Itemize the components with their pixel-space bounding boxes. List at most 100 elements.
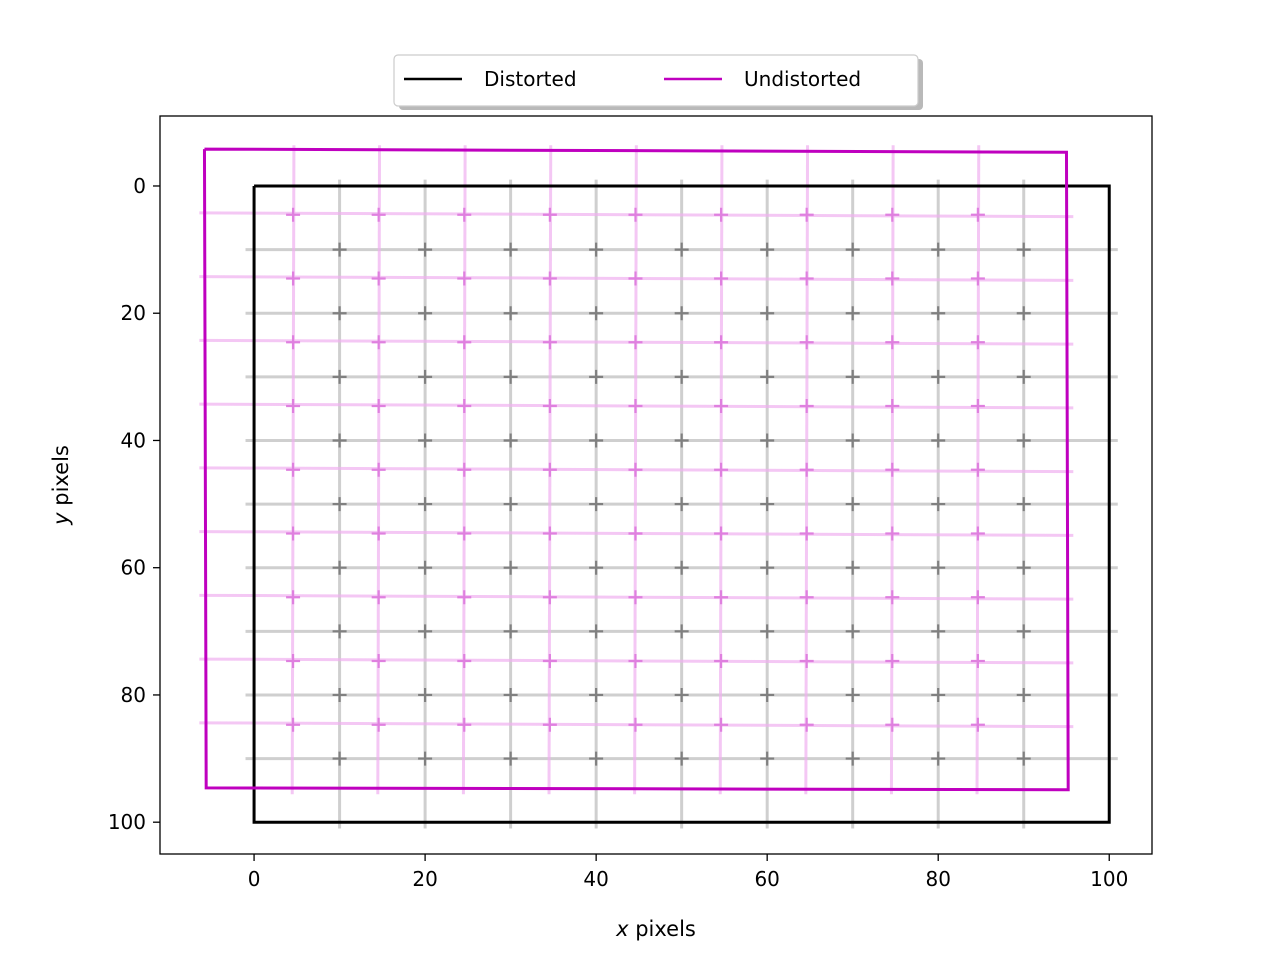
y-tick-label: 80 xyxy=(121,683,146,707)
undistorted-grid-point xyxy=(286,271,301,286)
x-axis-label: x pixels xyxy=(615,917,696,941)
undistorted-grid-point xyxy=(885,717,900,732)
distorted-grid-point xyxy=(1016,497,1031,512)
x-tick-label: 20 xyxy=(412,867,437,891)
distorted-grid-point xyxy=(1016,242,1031,257)
distorted-grid-point xyxy=(503,306,518,321)
distorted-grid-point xyxy=(760,497,775,512)
distorted-grid-point xyxy=(332,687,347,702)
distorted-grid-point xyxy=(418,242,433,257)
distorted-grid-point xyxy=(589,751,604,766)
distorted-grid-point xyxy=(1016,687,1031,702)
undistorted-grid-point xyxy=(970,398,985,413)
undistorted-grid-point xyxy=(714,653,729,668)
distorted-grid-point xyxy=(845,369,860,384)
distorted-grid-point xyxy=(931,624,946,639)
distorted-grid-point xyxy=(931,306,946,321)
distorted-grid-point xyxy=(674,751,689,766)
distorted-grid-point xyxy=(589,624,604,639)
y-tick-label: 20 xyxy=(121,301,146,325)
distorted-grid-point xyxy=(760,242,775,257)
boundaries xyxy=(202,147,1111,824)
undistorted-grid-point xyxy=(286,526,301,541)
undistorted-grid-point xyxy=(371,526,386,541)
undistorted-grid-point xyxy=(371,717,386,732)
distorted-grid-point xyxy=(674,242,689,257)
undistorted-grid-point xyxy=(885,398,900,413)
distorted-grid-point xyxy=(418,306,433,321)
distorted-grid-point xyxy=(674,687,689,702)
undistorted-grid-point xyxy=(970,335,985,350)
undistorted-grid-point xyxy=(970,653,985,668)
undistorted-grid-point xyxy=(542,335,557,350)
undistorted-grid-point xyxy=(970,526,985,541)
distorted-grid-point xyxy=(674,369,689,384)
legend-label-undistorted: Undistorted xyxy=(744,67,861,91)
distorted-grid-point xyxy=(589,242,604,257)
distorted-grid-point xyxy=(1016,751,1031,766)
x-tick-label: 100 xyxy=(1090,867,1128,891)
distorted-grid-point xyxy=(845,242,860,257)
distorted-grid-point xyxy=(674,624,689,639)
legend-label-distorted: Distorted xyxy=(484,67,577,91)
y-tick-label: 0 xyxy=(133,174,146,198)
distorted-grid-point xyxy=(1016,560,1031,575)
x-axis-ticks: 0 20 40 60 80 100 xyxy=(248,854,1128,891)
distorted-grid-point xyxy=(503,751,518,766)
distorted-grid-point xyxy=(503,369,518,384)
undistorted-grid-point xyxy=(457,335,472,350)
distorted-grid-point xyxy=(503,624,518,639)
distorted-grid-point xyxy=(332,624,347,639)
distorted-grid-point xyxy=(589,687,604,702)
undistorted-grid-point xyxy=(714,398,729,413)
distorted-grid-point xyxy=(931,751,946,766)
undistorted-grid-point xyxy=(286,398,301,413)
undistorted-grid-point xyxy=(885,653,900,668)
distorted-grid-point xyxy=(332,242,347,257)
undistorted-grid-point xyxy=(457,462,472,477)
distorted-grid-point xyxy=(503,687,518,702)
undistorted-grid-point xyxy=(628,653,643,668)
distorted-grid-point xyxy=(845,497,860,512)
undistorted-grid-point xyxy=(371,335,386,350)
undistorted-grid-point xyxy=(371,398,386,413)
distorted-grid-point xyxy=(1016,306,1031,321)
undistorted-grid-point xyxy=(542,462,557,477)
undistorted-grid-point xyxy=(457,398,472,413)
undistorted-grid-point xyxy=(371,653,386,668)
distorted-grid-point xyxy=(760,624,775,639)
distorted-grid-point xyxy=(503,497,518,512)
x-tick-label: 60 xyxy=(754,867,779,891)
undistorted-grid-point xyxy=(799,335,814,350)
x-tick-label: 0 xyxy=(248,867,261,891)
distorted-grid-point xyxy=(931,369,946,384)
distorted-grid-point xyxy=(332,497,347,512)
distorted-grid-point xyxy=(418,624,433,639)
undistorted-grid-point xyxy=(970,717,985,732)
distorted-grid-point xyxy=(418,560,433,575)
undistorted-grid-point xyxy=(542,207,557,222)
undistorted-grid-point xyxy=(542,271,557,286)
distorted-grid-point xyxy=(931,242,946,257)
distorted-grid-point xyxy=(760,433,775,448)
distorted-grid-point xyxy=(845,624,860,639)
undistorted-grid-point xyxy=(970,207,985,222)
distorted-grid-point xyxy=(332,560,347,575)
distorted-grid-point xyxy=(1016,624,1031,639)
distorted-grid-point xyxy=(589,497,604,512)
distorted-grid-point xyxy=(674,306,689,321)
undistorted-grid-point xyxy=(371,271,386,286)
undistorted-grid-point xyxy=(799,398,814,413)
undistorted-boundary xyxy=(202,147,1070,792)
distorted-grid-point xyxy=(589,369,604,384)
undistorted-grid-point xyxy=(457,717,472,732)
distorted-grid-point xyxy=(589,433,604,448)
undistorted-grid-point xyxy=(371,207,386,222)
distorted-grid-point xyxy=(760,369,775,384)
y-tick-label: 40 xyxy=(121,428,146,452)
undistorted-grid-point xyxy=(457,590,472,605)
undistorted-grid-point xyxy=(542,398,557,413)
axes-frame xyxy=(159,115,1153,855)
distorted-grid-point xyxy=(418,687,433,702)
